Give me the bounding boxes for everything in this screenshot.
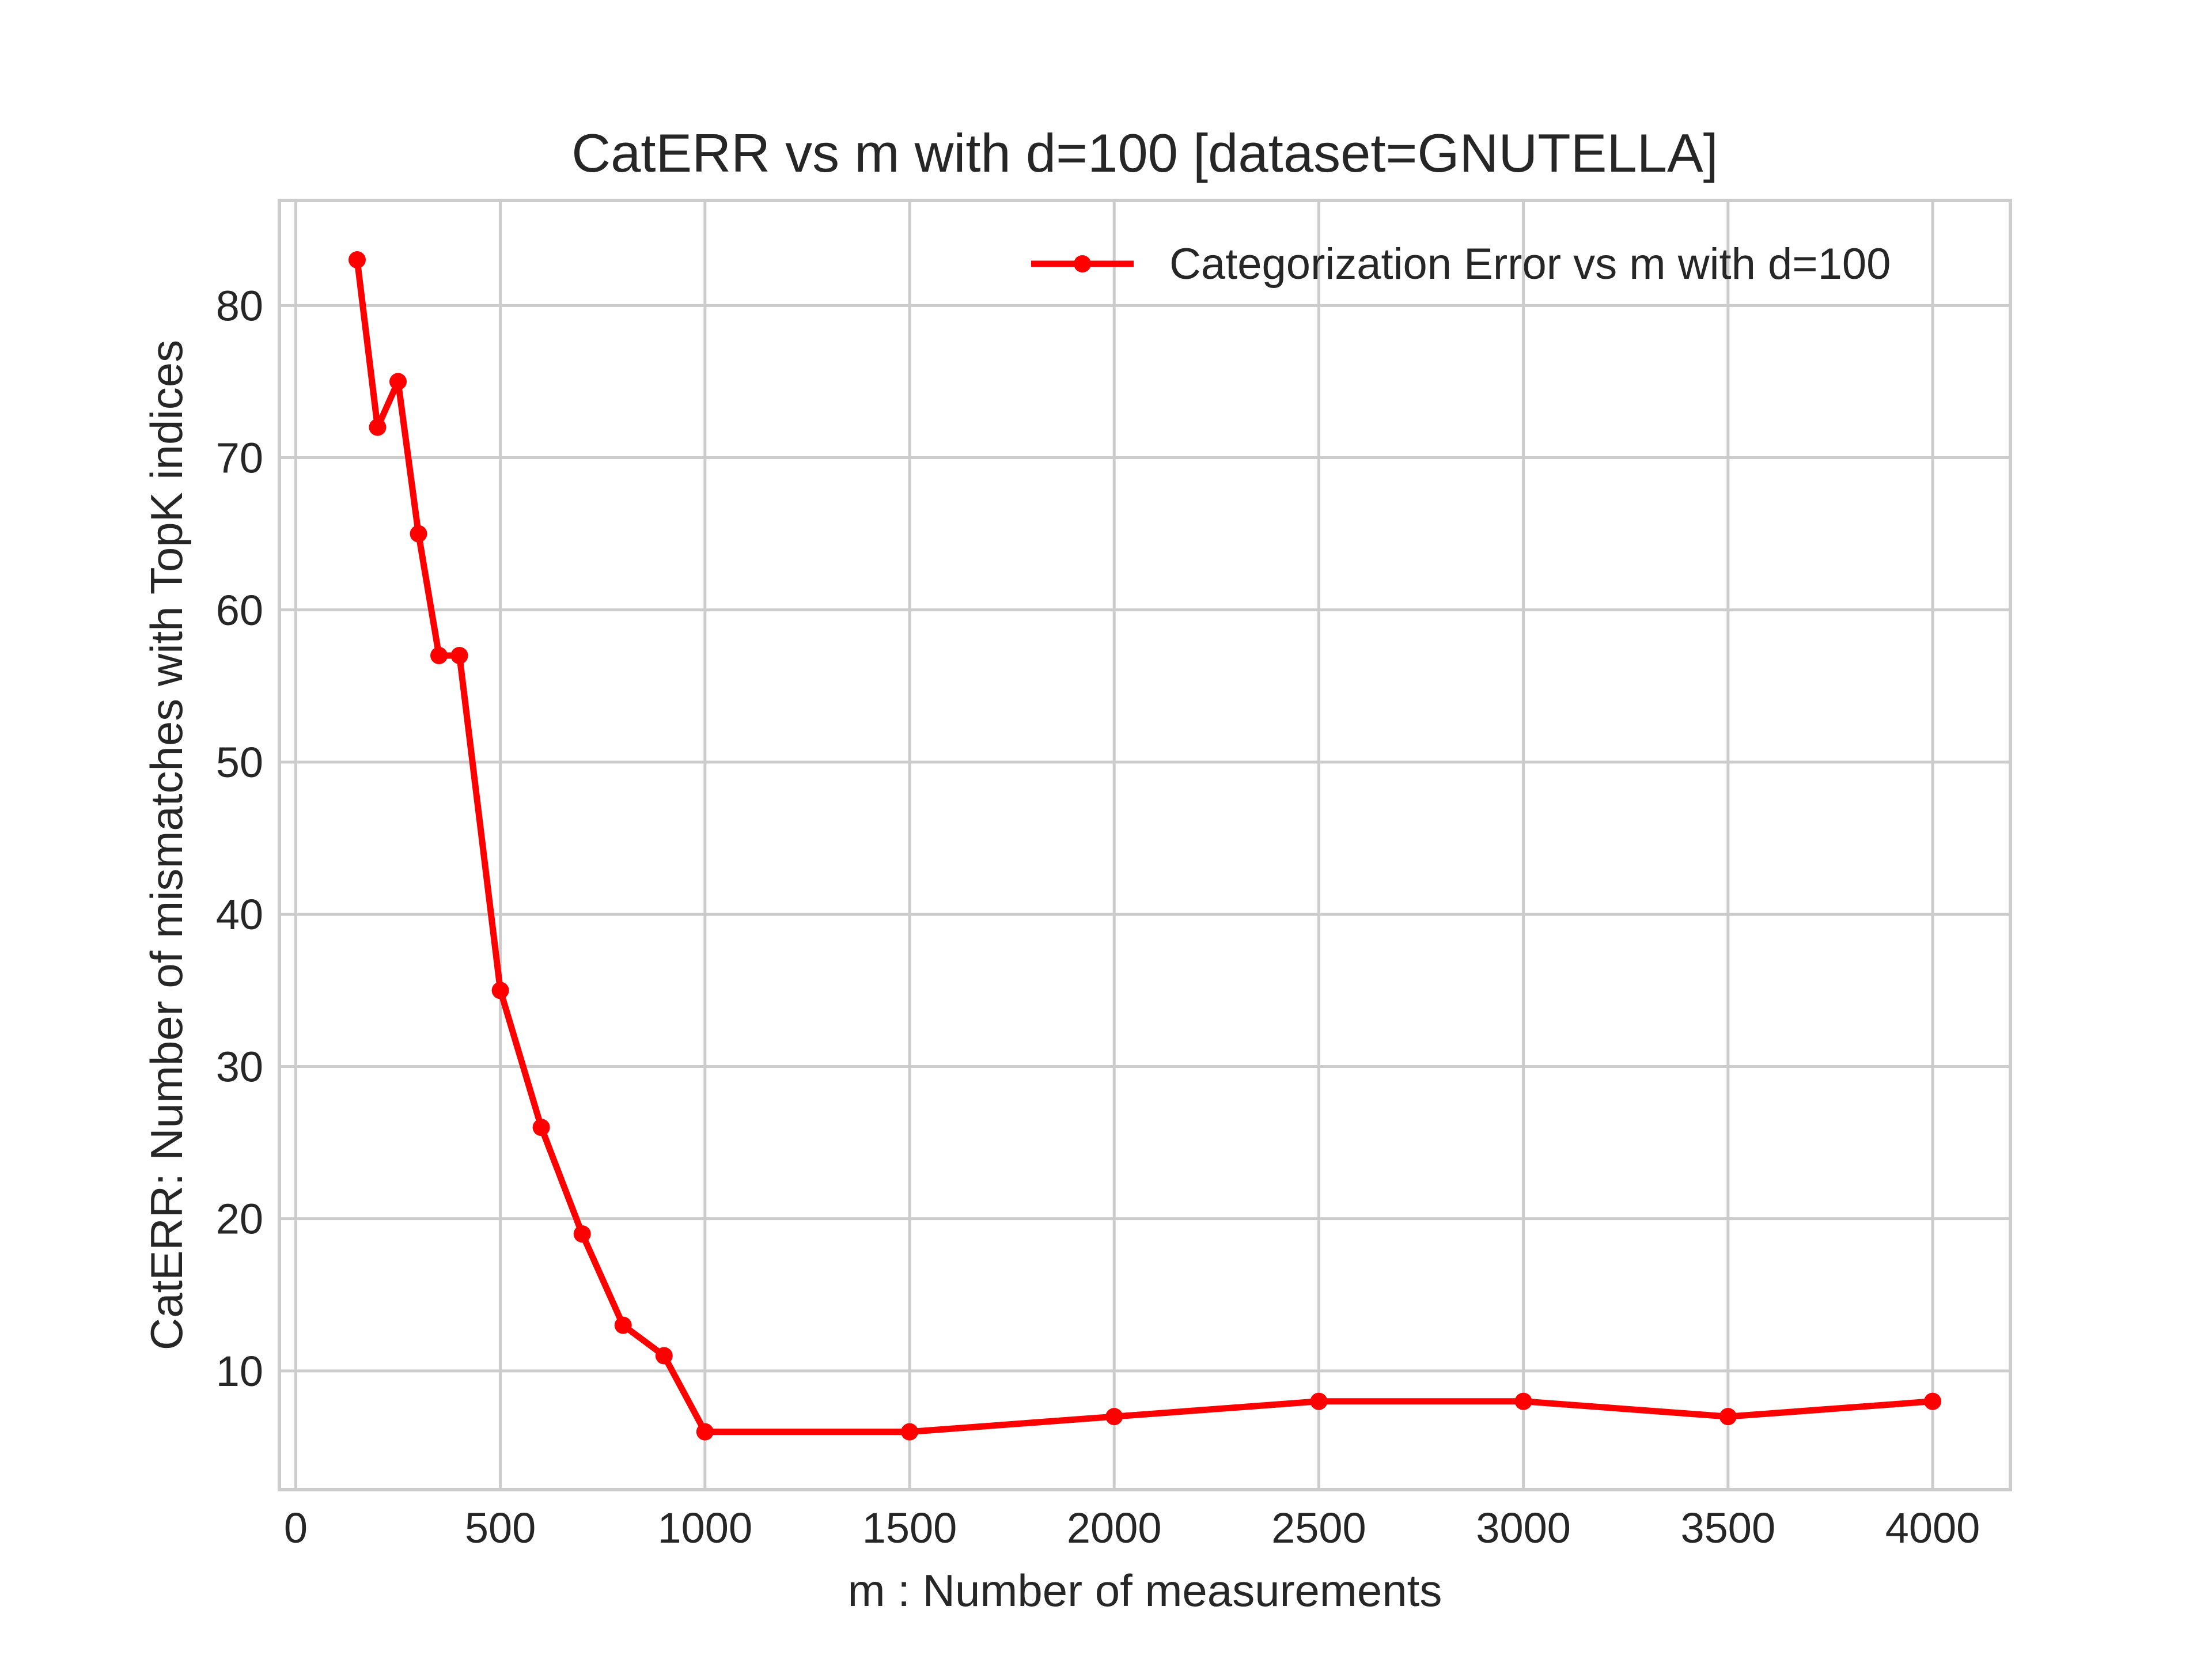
data-point [1105,1408,1123,1426]
data-point [491,982,509,999]
data-point [696,1423,714,1441]
data-point [430,647,448,665]
x-axis-label: m : Number of measurements [848,1565,1442,1616]
data-point [348,251,366,269]
y-axis-label: CatERR: Number of mismatches with TopK i… [141,340,192,1350]
data-point [614,1316,632,1334]
data-point [1719,1408,1737,1426]
data-point [1514,1392,1532,1410]
y-axis-ticks: 10 20 30 40 50 60 70 80 [216,282,263,1395]
plot-frame [278,199,2012,1491]
x-tick-label: 1000 [658,1504,753,1552]
x-tick-label: 0 [284,1504,308,1552]
x-tick-label: 3500 [1681,1504,1776,1552]
y-tick-label: 20 [216,1195,263,1243]
x-tick-label: 1500 [862,1504,957,1552]
data-point [1924,1392,1942,1410]
data-point [410,525,427,543]
data-point [369,418,387,436]
data-point [573,1225,591,1243]
legend-entry-label: Categorization Error vs m with d=100 [1169,240,1891,289]
y-tick-label: 40 [216,891,263,938]
series-line [354,256,1936,1435]
chart-title: CatERR vs m with d=100 [dataset=GNUTELLA… [571,123,1718,183]
x-tick-label: 4000 [1885,1504,1980,1552]
x-tick-label: 3000 [1476,1504,1571,1552]
data-point [901,1423,919,1441]
x-axis-ticks: 0 500 1000 1500 2000 2500 3000 3500 4000 [284,1504,1980,1552]
x-tick-label: 2500 [1271,1504,1366,1552]
y-tick-label: 50 [216,738,263,786]
data-point [450,647,468,665]
y-tick-label: 10 [216,1347,263,1395]
y-tick-label: 70 [216,434,263,482]
y-tick-label: 30 [216,1043,263,1090]
x-tick-label: 2000 [1067,1504,1162,1552]
x-tick-label: 500 [465,1504,536,1552]
series-layer [348,251,1942,1441]
data-point [389,373,407,391]
grid [279,200,2010,1490]
y-tick-label: 60 [216,586,263,634]
data-point [532,1119,550,1137]
data-point [1310,1392,1328,1410]
plot-area [279,200,2010,1490]
legend-marker-sample [1074,255,1091,272]
y-tick-label: 80 [216,282,263,329]
legend: Categorization Error vs m with d=100 [1031,240,1891,289]
data-point [655,1347,673,1365]
